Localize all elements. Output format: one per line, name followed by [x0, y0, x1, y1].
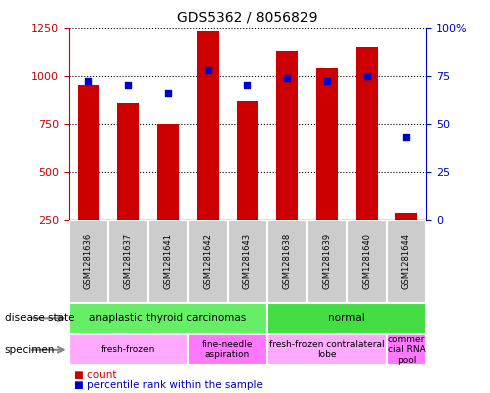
- Bar: [157, 124, 179, 268]
- Text: disease state: disease state: [5, 313, 74, 323]
- FancyBboxPatch shape: [268, 303, 426, 334]
- Text: specimen: specimen: [5, 345, 55, 355]
- Text: ■ count: ■ count: [74, 370, 116, 380]
- Text: GSM1281636: GSM1281636: [84, 233, 93, 290]
- FancyBboxPatch shape: [268, 334, 387, 365]
- Point: [402, 134, 410, 140]
- Title: GDS5362 / 8056829: GDS5362 / 8056829: [177, 11, 318, 25]
- Point: [85, 78, 93, 84]
- Text: commer
cial RNA
pool: commer cial RNA pool: [388, 335, 425, 365]
- Text: GSM1281640: GSM1281640: [362, 233, 371, 289]
- FancyBboxPatch shape: [148, 220, 188, 303]
- Text: GSM1281638: GSM1281638: [283, 233, 292, 290]
- Bar: [316, 68, 338, 268]
- Text: GSM1281644: GSM1281644: [402, 233, 411, 289]
- Bar: [77, 85, 99, 268]
- FancyBboxPatch shape: [108, 220, 148, 303]
- FancyBboxPatch shape: [188, 220, 227, 303]
- FancyBboxPatch shape: [188, 334, 268, 365]
- Bar: [197, 31, 219, 268]
- FancyBboxPatch shape: [387, 220, 426, 303]
- FancyBboxPatch shape: [307, 220, 347, 303]
- Text: ■ percentile rank within the sample: ■ percentile rank within the sample: [74, 380, 262, 390]
- FancyBboxPatch shape: [268, 220, 307, 303]
- Text: GSM1281637: GSM1281637: [123, 233, 133, 290]
- Point: [244, 82, 251, 88]
- Point: [363, 72, 370, 79]
- FancyBboxPatch shape: [387, 334, 426, 365]
- Text: fresh-frozen: fresh-frozen: [101, 345, 155, 354]
- FancyBboxPatch shape: [347, 220, 387, 303]
- Point: [283, 74, 291, 81]
- Bar: [356, 47, 378, 268]
- Bar: [395, 213, 417, 268]
- Point: [204, 67, 212, 73]
- Text: GSM1281641: GSM1281641: [164, 233, 172, 289]
- FancyBboxPatch shape: [227, 220, 268, 303]
- Text: fresh-frozen contralateral
lobe: fresh-frozen contralateral lobe: [269, 340, 385, 360]
- Text: GSM1281639: GSM1281639: [322, 233, 331, 289]
- Text: fine-needle
aspiration: fine-needle aspiration: [202, 340, 253, 360]
- Point: [164, 90, 172, 96]
- Text: normal: normal: [328, 313, 365, 323]
- Text: GSM1281642: GSM1281642: [203, 233, 212, 289]
- FancyBboxPatch shape: [69, 220, 108, 303]
- Point: [323, 78, 331, 84]
- Bar: [276, 51, 298, 268]
- Bar: [237, 101, 258, 268]
- FancyBboxPatch shape: [69, 303, 268, 334]
- Point: [124, 82, 132, 88]
- FancyBboxPatch shape: [69, 334, 188, 365]
- Text: GSM1281643: GSM1281643: [243, 233, 252, 289]
- Bar: [117, 103, 139, 268]
- Text: anaplastic thyroid carcinomas: anaplastic thyroid carcinomas: [89, 313, 246, 323]
